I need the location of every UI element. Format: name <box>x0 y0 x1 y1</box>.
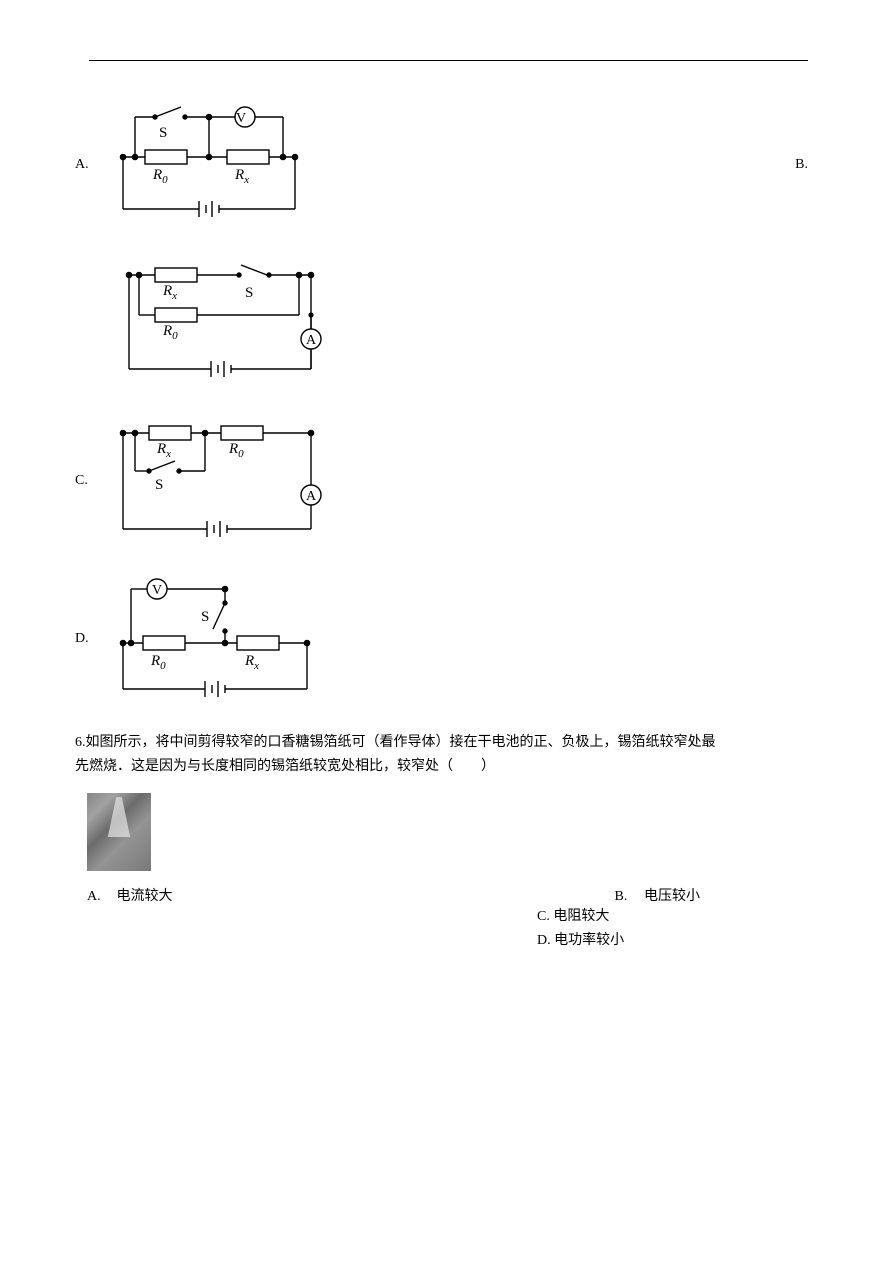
circuit-diagram-a: S V R0 Rx <box>109 99 309 231</box>
svg-text:R0: R0 <box>162 323 178 342</box>
option-row-b: Rx R0 S A <box>75 257 818 389</box>
svg-text:S: S <box>155 477 163 493</box>
svg-text:V: V <box>236 111 246 126</box>
svg-text:Rx: Rx <box>162 283 177 302</box>
q6-line2: 先燃烧．这是因为与长度相同的锡箔纸较宽处相比，较窄处（ ） <box>75 755 818 779</box>
svg-text:A: A <box>306 333 317 348</box>
q6-option-b: B. 电压较小 <box>615 885 701 905</box>
q6-optD-letter: D. <box>537 933 551 948</box>
option-row-a: A. <box>75 99 818 231</box>
option-letter-c: C. <box>75 473 109 489</box>
q6-optB-text: 电压较小 <box>644 889 700 904</box>
svg-text:S: S <box>159 125 167 141</box>
q6-optA-letter: A. <box>87 889 113 905</box>
option-row-c: C. <box>75 415 818 547</box>
option-row-d: D. <box>75 573 818 705</box>
svg-text:Rx: Rx <box>234 167 249 186</box>
option-letter-a: A. <box>75 157 109 173</box>
q6-option-c: C. 电阻较大 <box>537 905 818 929</box>
q6-option-a: A. 电流较大 <box>87 885 173 905</box>
q6-options-ab: A. 电流较大 B. 电压较小 <box>75 885 818 905</box>
svg-text:R0: R0 <box>152 167 168 186</box>
circuit-diagram-b: Rx R0 S A <box>115 257 325 389</box>
q6-optB-letter: B. <box>615 889 641 905</box>
svg-text:V: V <box>152 583 162 598</box>
svg-text:Rx: Rx <box>156 441 171 460</box>
q6-figure-thumbnail <box>87 793 151 871</box>
header-rule <box>89 60 808 61</box>
svg-text:R0: R0 <box>228 441 244 460</box>
q6-optC-letter: C. <box>537 909 550 924</box>
q6-optC-text: 电阻较大 <box>553 909 609 924</box>
option-letter-b-marker: B. <box>795 157 818 173</box>
q6-options-cd: C. 电阻较大 D. 电功率较小 <box>537 905 818 953</box>
q6-line1: 6.如图所示，将中间剪得较窄的口香糖锡箔纸可（看作导体）接在干电池的正、负极上，… <box>75 731 818 755</box>
q6-option-d: D. 电功率较小 <box>537 929 818 953</box>
svg-text:S: S <box>245 285 253 301</box>
option-letter-d: D. <box>75 631 109 647</box>
svg-text:S: S <box>201 609 209 625</box>
circuit-diagram-d: V S R0 Rx <box>109 573 321 705</box>
circuit-diagram-c: Rx R0 S A <box>109 415 325 547</box>
q6-optD-text: 电功率较小 <box>554 933 624 948</box>
svg-text:A: A <box>306 489 317 504</box>
q6-optA-text: 电流较大 <box>117 889 173 904</box>
question-6-text: 6.如图所示，将中间剪得较窄的口香糖锡箔纸可（看作导体）接在干电池的正、负极上，… <box>75 731 818 779</box>
